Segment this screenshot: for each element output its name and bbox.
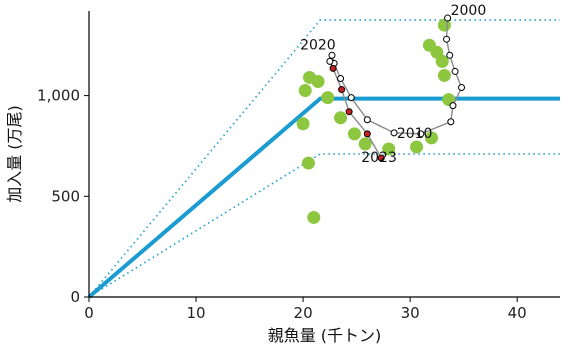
observed-point — [410, 140, 424, 154]
time-series-point — [444, 14, 452, 22]
y-axis-label: 加入量 (万尾) — [5, 105, 24, 203]
y-tick-label: 0 — [70, 288, 80, 306]
x-tick-label: 20 — [294, 304, 313, 322]
y-tick-label: 1,000 — [37, 87, 80, 105]
x-tick-label: 10 — [186, 304, 205, 322]
recent-year-point — [363, 130, 371, 138]
observed-point — [347, 127, 361, 141]
axes: 0 10 20 30 40 0 500 1,000 — [37, 11, 560, 322]
observed-point — [382, 142, 396, 156]
stock-recruitment-line — [87, 96, 560, 299]
observed-point — [435, 54, 449, 68]
time-series-point — [417, 130, 425, 138]
time-series-point — [447, 118, 455, 126]
observed-point — [307, 210, 321, 224]
x-tick-label: 40 — [508, 304, 527, 322]
year-label: 2020 — [300, 37, 336, 53]
time-series-point — [451, 67, 459, 75]
time-series-point — [363, 116, 371, 124]
year-label: 2000 — [451, 3, 487, 19]
time-series-point — [446, 51, 454, 59]
recent-year-point — [338, 86, 346, 94]
observed-point — [321, 91, 335, 105]
time-series-point — [443, 35, 451, 43]
observed-point — [298, 84, 312, 98]
year-label: 2023 — [361, 150, 397, 166]
recent-year-point — [345, 108, 353, 116]
time-series-point — [458, 84, 466, 92]
x-tick-label: 30 — [401, 304, 420, 322]
observed-point — [301, 156, 315, 170]
observed-point — [437, 68, 451, 82]
observed-point — [358, 137, 372, 151]
lower-bound-line — [88, 153, 560, 298]
observed-point — [425, 131, 439, 145]
observed-point — [311, 74, 325, 88]
x-tick-label: 0 — [84, 304, 94, 322]
recent-year-point — [377, 154, 385, 162]
time-series-point — [337, 74, 345, 82]
time-series-point — [326, 57, 334, 65]
y-tick-label: 500 — [51, 187, 80, 205]
x-axis-label: 親魚量 (千トン) — [268, 326, 382, 345]
observed-point — [296, 117, 310, 131]
plot-area: 2000 2010 2020 2023 — [87, 3, 560, 299]
time-series-point — [347, 94, 355, 102]
upper-bound-line — [88, 19, 560, 298]
observed-point — [334, 111, 348, 125]
time-series-point — [390, 129, 398, 137]
recent-year-point — [329, 64, 337, 72]
time-series-point — [449, 102, 457, 110]
year-label: 2010 — [397, 126, 433, 142]
time-series-point — [328, 51, 336, 59]
